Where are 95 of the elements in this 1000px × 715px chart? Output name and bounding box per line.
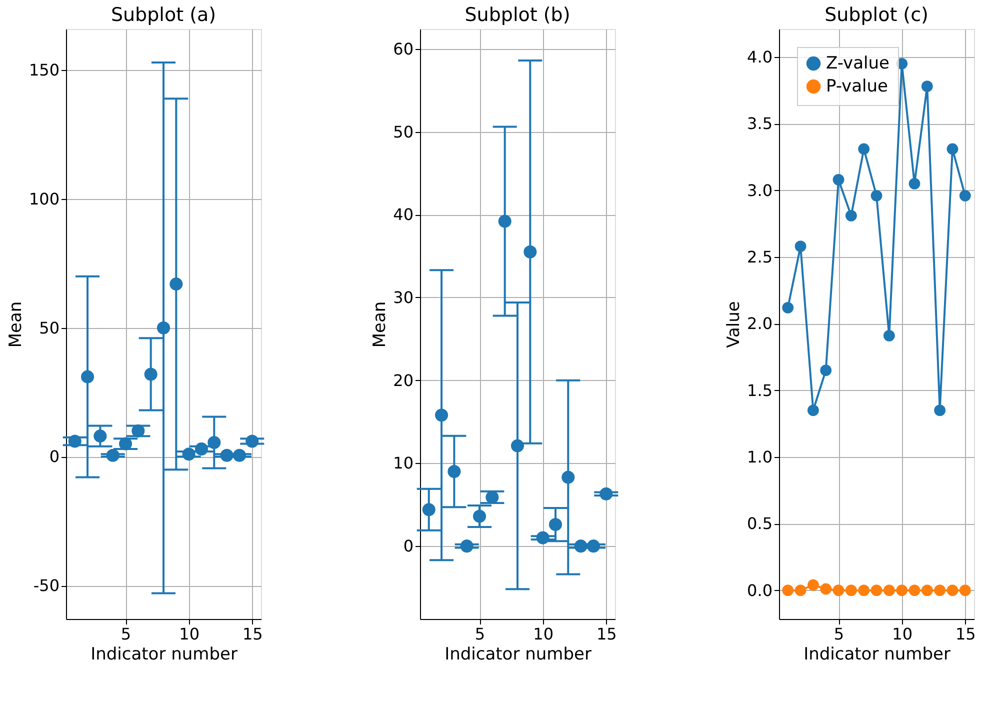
point: [548, 518, 562, 532]
point: [132, 424, 145, 438]
point: [820, 364, 832, 376]
y-axis-title: Mean: [370, 301, 390, 348]
y-tick-label: 2.5: [747, 248, 772, 266]
point: [118, 437, 132, 450]
point: [498, 214, 512, 228]
point: [845, 584, 857, 596]
y-axis-title: Value: [724, 301, 744, 348]
point: [807, 579, 819, 591]
legend-label: P-value: [826, 76, 888, 96]
x-axis-title: Indicator number: [90, 644, 238, 664]
x-tick-label: 10: [179, 624, 200, 644]
point: [845, 210, 857, 222]
point: [883, 584, 895, 596]
point: [524, 245, 537, 258]
y-tick-label: 40: [393, 205, 414, 224]
y-tick-label: 4.0: [747, 48, 772, 66]
y-tick-label: 50: [39, 318, 60, 338]
y-tick-label: 60: [393, 39, 414, 58]
point: [934, 584, 946, 596]
y-tick-label: 30: [393, 288, 414, 307]
point: [908, 584, 920, 596]
chart-title: Subplot (c): [824, 4, 928, 26]
point: [858, 143, 870, 155]
point: [959, 190, 971, 202]
x-tick-label: 5: [474, 624, 486, 644]
x-tick-label: 10: [892, 624, 913, 644]
point: [510, 439, 524, 452]
x-tick-label: 15: [242, 624, 263, 644]
y-tick-label: -50: [33, 576, 60, 596]
point: [562, 470, 575, 484]
x-tick-label: 5: [834, 624, 844, 644]
point: [908, 178, 920, 190]
point: [246, 434, 259, 448]
point: [782, 584, 794, 596]
y-tick-label: 0: [403, 536, 414, 556]
y-tick-label: 10: [393, 454, 414, 473]
x-tick-label: 10: [533, 624, 554, 644]
point: [81, 370, 94, 384]
point: [182, 448, 196, 461]
y-tick-label: 0.0: [747, 580, 772, 600]
legend-label: Z-value: [826, 54, 890, 74]
point: [946, 584, 958, 596]
point: [68, 434, 82, 448]
point: [144, 368, 158, 381]
point: [156, 321, 170, 334]
point: [883, 330, 895, 342]
x-tick-label: 15: [596, 624, 617, 644]
y-tick-label: 1.5: [747, 380, 772, 400]
point: [832, 584, 844, 596]
point: [896, 584, 908, 596]
point: [600, 487, 613, 500]
y-tick-label: 150: [28, 60, 60, 80]
point: [422, 503, 436, 516]
y-tick-label: 1.0: [747, 448, 772, 466]
point: [448, 464, 461, 478]
point: [94, 430, 107, 443]
point: [794, 240, 806, 252]
point: [486, 490, 499, 504]
y-tick-label: 0: [49, 447, 60, 466]
y-tick-label: 20: [393, 370, 414, 390]
point: [870, 190, 882, 202]
y-tick-label: 50: [393, 122, 414, 142]
y-tick-label: 100: [28, 190, 60, 209]
x-axis-title: Indicator number: [444, 644, 592, 664]
point: [460, 540, 474, 553]
chart-title: Subplot (a): [110, 4, 216, 26]
point: [782, 302, 794, 314]
y-tick-label: 3.0: [747, 180, 772, 200]
point: [536, 531, 550, 544]
x-tick-label: 15: [955, 624, 976, 644]
point: [435, 408, 448, 422]
point: [921, 584, 933, 596]
y-axis-title: Mean: [6, 301, 26, 348]
point: [807, 404, 819, 416]
point: [820, 583, 832, 595]
point: [934, 404, 946, 416]
point: [870, 584, 882, 596]
point: [106, 448, 120, 462]
x-axis-title: Indicator number: [804, 644, 950, 664]
point: [946, 143, 958, 155]
y-tick-label: 3.5: [747, 114, 772, 134]
point: [921, 80, 933, 92]
point: [170, 278, 183, 291]
chart-title: Subplot (b): [464, 4, 570, 26]
point: [959, 584, 971, 596]
point: [472, 510, 486, 523]
point: [832, 174, 844, 186]
y-tick-label: 0.5: [747, 514, 772, 534]
x-tick-label: 5: [120, 624, 132, 644]
point: [794, 584, 806, 596]
point: [858, 584, 870, 596]
point: [208, 436, 221, 450]
y-tick-label: 2.0: [747, 314, 772, 334]
